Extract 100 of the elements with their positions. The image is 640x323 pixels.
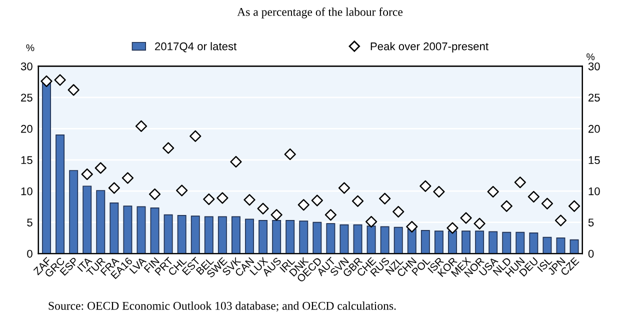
bar bbox=[394, 226, 403, 254]
bar bbox=[69, 170, 78, 254]
bar bbox=[136, 206, 146, 254]
bar bbox=[123, 206, 132, 254]
point bbox=[94, 162, 106, 174]
y-axis-title: % bbox=[26, 44, 34, 52]
point bbox=[554, 214, 567, 226]
point bbox=[379, 192, 391, 204]
point bbox=[514, 176, 526, 188]
bar bbox=[353, 224, 362, 254]
bar bbox=[286, 220, 295, 254]
bar bbox=[326, 223, 336, 254]
bar bbox=[82, 186, 92, 254]
y-tick-label: 20 bbox=[21, 124, 32, 133]
point bbox=[40, 75, 52, 88]
bar bbox=[420, 230, 430, 254]
point bbox=[311, 194, 323, 206]
point bbox=[270, 209, 282, 221]
y2-tick-label: 5 bbox=[588, 218, 594, 226]
bar bbox=[218, 216, 227, 254]
point bbox=[216, 192, 228, 204]
point bbox=[338, 182, 350, 194]
point bbox=[68, 84, 80, 96]
point bbox=[392, 206, 404, 218]
point bbox=[324, 209, 337, 221]
bar bbox=[366, 226, 376, 254]
bar bbox=[407, 228, 416, 254]
point bbox=[446, 222, 458, 234]
bar bbox=[462, 230, 470, 254]
point bbox=[298, 199, 310, 211]
point bbox=[420, 180, 432, 192]
bar bbox=[96, 190, 106, 254]
bar bbox=[164, 214, 173, 254]
bar bbox=[204, 216, 214, 254]
bar bbox=[516, 232, 525, 254]
source-note: Source: OECD Economic Outlook 103 database; and OECD calculations. bbox=[48, 301, 396, 312]
bar bbox=[272, 220, 282, 254]
point bbox=[203, 193, 215, 206]
point bbox=[54, 74, 66, 86]
bar bbox=[258, 220, 268, 254]
bar bbox=[556, 238, 566, 254]
point bbox=[365, 216, 378, 228]
bar bbox=[110, 202, 119, 254]
bar bbox=[502, 232, 512, 254]
y2-tick-label: 25 bbox=[588, 94, 600, 102]
point bbox=[190, 130, 202, 142]
y-tick-label: 30 bbox=[20, 62, 32, 70]
bar bbox=[245, 218, 254, 254]
y2-tick-label: 15 bbox=[588, 156, 600, 164]
y2-axis-title: % bbox=[586, 53, 595, 60]
point bbox=[433, 186, 445, 198]
point bbox=[406, 220, 418, 233]
y-tick-label: 15 bbox=[21, 156, 32, 164]
point bbox=[135, 120, 148, 132]
bar bbox=[475, 230, 484, 254]
point bbox=[284, 148, 296, 160]
point bbox=[568, 200, 580, 212]
bar bbox=[177, 215, 186, 254]
point bbox=[230, 156, 242, 168]
bar bbox=[380, 226, 390, 254]
y-tick-label: 25 bbox=[21, 94, 32, 102]
bar bbox=[542, 236, 552, 254]
legend-label: 2017Q4 or latest bbox=[155, 42, 237, 52]
bar bbox=[42, 81, 51, 254]
point bbox=[257, 202, 269, 214]
bar bbox=[570, 239, 579, 254]
point bbox=[352, 195, 364, 207]
bar bbox=[56, 134, 65, 254]
chart-title: As a percentage of the labour force bbox=[237, 7, 403, 18]
bar bbox=[150, 208, 160, 254]
bar bbox=[529, 232, 538, 254]
y2-tick-label: 30 bbox=[588, 62, 600, 70]
point bbox=[108, 182, 120, 194]
bar bbox=[434, 230, 444, 254]
point bbox=[487, 186, 499, 198]
legend-label: Peak over 2007-present bbox=[370, 42, 488, 52]
bar bbox=[448, 230, 457, 254]
point bbox=[500, 200, 512, 212]
bar bbox=[488, 231, 498, 254]
point bbox=[460, 212, 472, 224]
y2-tick-label: 20 bbox=[588, 124, 600, 133]
point bbox=[528, 190, 540, 203]
bar bbox=[231, 216, 240, 254]
y-tick-label: 0 bbox=[27, 250, 32, 258]
point bbox=[81, 168, 93, 180]
bar bbox=[299, 220, 308, 254]
point bbox=[541, 198, 554, 210]
y-tick-label: 10 bbox=[21, 187, 32, 196]
bar bbox=[190, 216, 200, 254]
point bbox=[122, 172, 134, 184]
point bbox=[474, 218, 486, 230]
y-tick-label: 5 bbox=[27, 218, 32, 226]
y2-tick-label: 10 bbox=[588, 187, 600, 196]
point bbox=[148, 188, 161, 200]
y2-tick-label: 0 bbox=[588, 250, 594, 258]
point bbox=[162, 142, 174, 154]
bar bbox=[340, 224, 349, 254]
bar bbox=[312, 222, 322, 254]
point bbox=[176, 184, 188, 196]
point bbox=[244, 194, 256, 206]
